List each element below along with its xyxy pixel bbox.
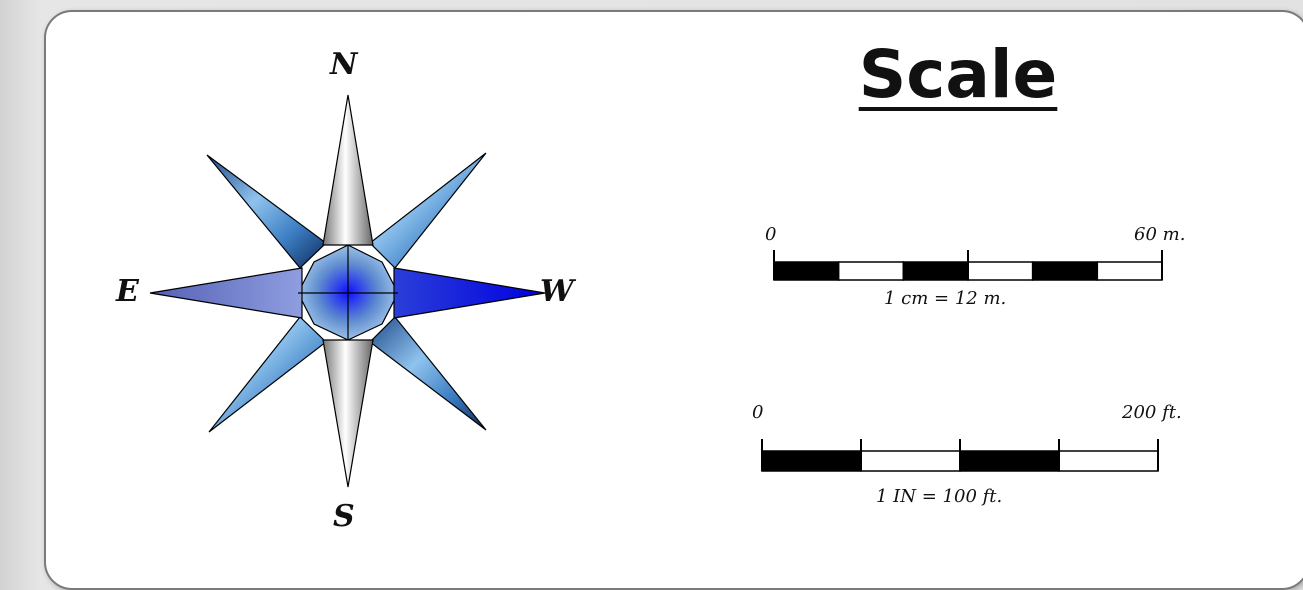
compass-west-label: W [540, 274, 574, 309]
compass-rose-icon [149, 94, 546, 488]
imperial-ratio-label: 1 IN = 100 ft. [876, 486, 1003, 507]
imperial-scale-bar [761, 439, 1159, 472]
compass-ne-point [369, 152, 487, 269]
compass-south-label: S [333, 499, 355, 534]
compass-sw-point [208, 316, 327, 433]
metric-ratio-label: 1 cm = 12 m. [884, 288, 1007, 309]
metric-scale-bar [773, 250, 1163, 281]
scale-title: Scale [858, 36, 1058, 113]
imperial-start-label: 0 [752, 402, 764, 423]
metric-end-label: 60 m. [1134, 224, 1186, 245]
compass-nw-point [206, 154, 327, 269]
imperial-scale-segment [860, 450, 961, 472]
imperial-scale-segment [1058, 450, 1159, 472]
compass-north-label: N [330, 47, 358, 82]
metric-start-label: 0 [765, 224, 777, 245]
imperial-scale-segment [959, 450, 1060, 472]
imperial-scale-segment [761, 450, 862, 472]
imperial-end-label: 200 ft. [1122, 402, 1182, 423]
compass-se-point [369, 316, 487, 431]
compass-east-label: E [116, 274, 139, 309]
